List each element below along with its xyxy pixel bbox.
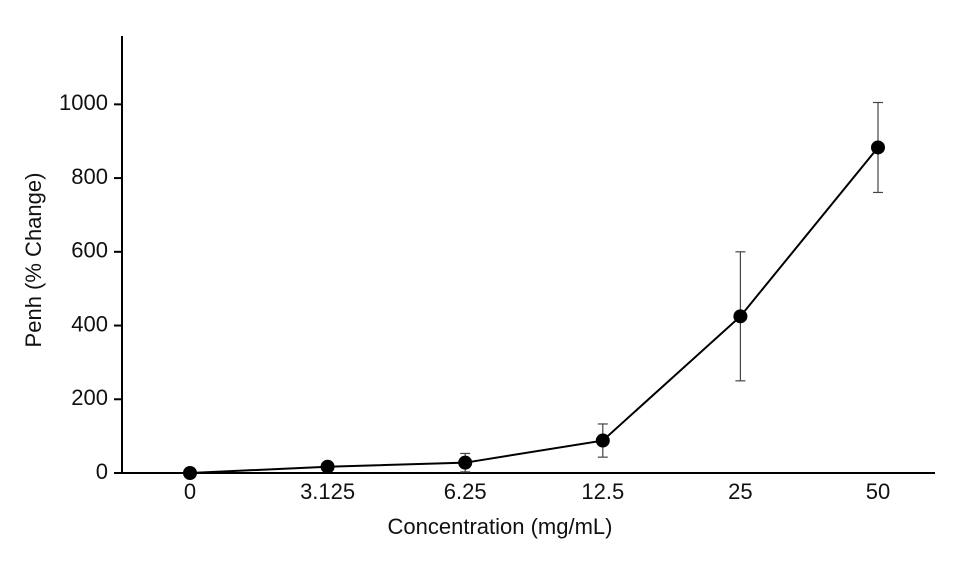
data-line — [189, 146, 879, 474]
x-tick-label: 6.25 — [444, 479, 487, 504]
y-tick-label: 800 — [71, 164, 108, 189]
x-tick-label: 12.5 — [581, 479, 624, 504]
data-point — [871, 140, 885, 155]
x-tick-label: 0 — [184, 479, 196, 504]
y-tick-label: 600 — [71, 238, 108, 263]
data-point — [183, 466, 197, 480]
y-tick-label: 1000 — [59, 90, 108, 115]
y-axis-label: Penh (% Change) — [21, 173, 46, 348]
data-point — [595, 433, 610, 448]
y-tick-label: 0 — [96, 459, 108, 484]
x-tick-label: 3.125 — [300, 479, 355, 504]
x-tick-label: 25 — [728, 479, 752, 504]
data-point — [458, 455, 473, 470]
data-point — [320, 459, 335, 474]
data-point — [733, 309, 748, 324]
x-axis-label: Concentration (mg/mL) — [388, 514, 613, 539]
y-tick-label: 200 — [71, 385, 108, 410]
x-tick-label: 50 — [866, 479, 890, 504]
y-tick-label: 400 — [71, 311, 108, 336]
